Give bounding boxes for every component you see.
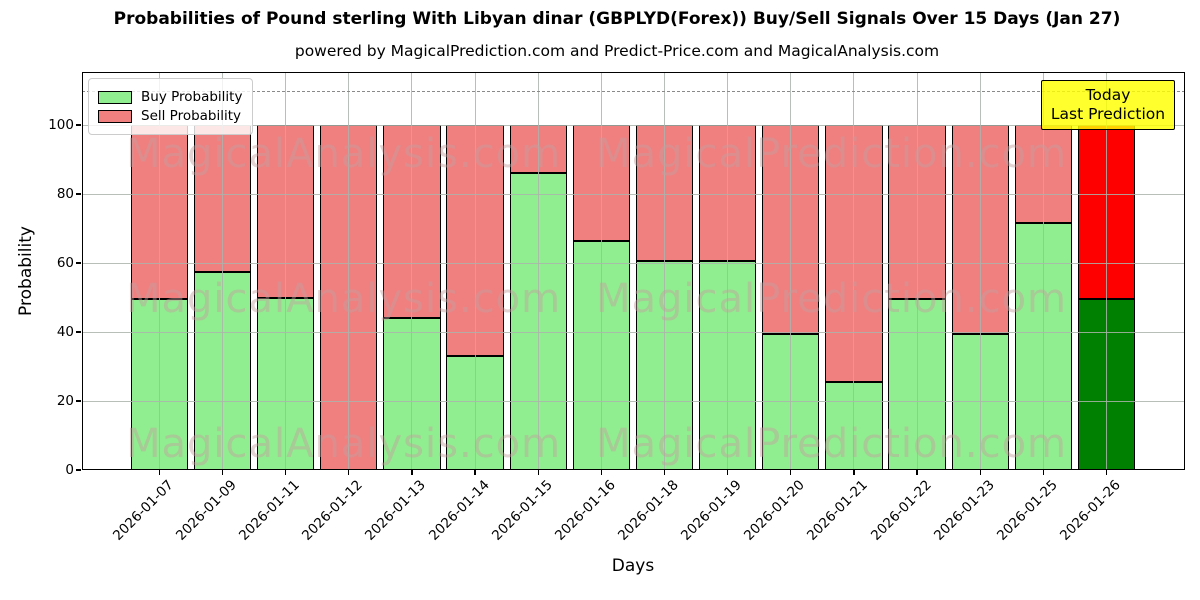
bar-segment-sell xyxy=(1014,125,1073,224)
bar-segment-buy xyxy=(256,297,315,470)
x-tick-mark xyxy=(158,470,160,475)
x-tick-label: 2026-01-23 xyxy=(930,477,998,544)
x-tick-label: 2026-01-21 xyxy=(804,477,872,544)
x-tick-mark xyxy=(284,470,287,475)
bar-segment-sell xyxy=(951,125,1009,334)
bar-segment-buy xyxy=(446,356,504,470)
bar-segment-sell xyxy=(509,125,567,174)
x-tick-label: 2026-01-19 xyxy=(678,477,745,544)
buy-swatch-icon xyxy=(98,90,132,104)
legend-item-sell: Sell Probability xyxy=(98,108,242,124)
y-tick-mark xyxy=(76,124,81,126)
x-tick-label: 2026-01-14 xyxy=(425,477,493,544)
bar-segment-sell xyxy=(320,125,378,470)
bar-segment-sell xyxy=(762,125,820,334)
y-tick-mark xyxy=(76,193,81,195)
y-tick-label: 60 xyxy=(56,255,74,272)
y-tick-label: 100 xyxy=(48,117,74,134)
bar-segment-buy xyxy=(762,333,820,470)
y-tick-label: 80 xyxy=(56,186,74,203)
x-tick-mark xyxy=(1042,470,1045,475)
x-tick-label: 2026-01-12 xyxy=(299,477,367,544)
legend-item-buy: Buy Probability xyxy=(98,89,242,105)
bar-segment-buy xyxy=(383,318,441,470)
y-tick-label: 0 xyxy=(65,462,74,478)
x-tick-mark xyxy=(537,470,539,475)
bar-segment-sell xyxy=(446,125,504,357)
bar-segment-buy xyxy=(888,299,946,470)
bar-segment-buy xyxy=(1077,299,1136,470)
bar-segment-buy xyxy=(1014,223,1073,470)
bar-segment-sell xyxy=(888,125,946,300)
bar-segment-buy xyxy=(825,382,883,470)
bar-segment-buy xyxy=(951,333,1009,470)
y-tick-mark xyxy=(76,331,81,333)
x-tick-label: 2026-01-25 xyxy=(993,477,1061,544)
x-tick-label: 2026-01-11 xyxy=(236,477,303,544)
y-tick-mark xyxy=(76,469,81,471)
x-tick-mark xyxy=(790,470,792,475)
bar-segment-buy xyxy=(572,240,630,470)
legend-label-sell: Sell Probability xyxy=(141,108,242,124)
chart-title: Probabilities of Pound sterling With Lib… xyxy=(113,9,1121,29)
x-tick-label: 2026-01-16 xyxy=(551,477,619,544)
y-axis-label: Probability xyxy=(16,226,36,316)
dashed-reference-line xyxy=(82,90,1185,92)
bar-segment-sell xyxy=(130,125,188,300)
x-tick-mark xyxy=(411,470,413,475)
sell-swatch-icon xyxy=(98,109,132,123)
bar-segment-sell xyxy=(635,125,694,262)
x-tick-label: 2026-01-09 xyxy=(172,477,240,544)
today-annotation-box: Today Last Prediction xyxy=(1041,80,1175,130)
x-tick-label: 2026-01-20 xyxy=(741,477,809,544)
y-tick-label: 40 xyxy=(56,324,74,341)
x-tick-mark xyxy=(348,470,350,475)
chart-subtitle: powered by MagicalPrediction.com and Pre… xyxy=(294,42,940,60)
x-tick-mark xyxy=(916,470,918,475)
x-tick-label: 2026-01-26 xyxy=(1057,477,1124,544)
legend-label-buy: Buy Probability xyxy=(141,89,243,105)
bar-segment-sell xyxy=(383,125,441,319)
x-tick-mark xyxy=(853,470,855,475)
y-tick-mark xyxy=(76,400,81,402)
x-tick-mark xyxy=(221,470,224,475)
x-tick-label: 2026-01-13 xyxy=(362,477,430,544)
x-tick-mark xyxy=(474,470,476,475)
x-tick-label: 2026-01-18 xyxy=(615,477,682,544)
bar-segment-sell xyxy=(1077,125,1136,300)
bar-segment-sell xyxy=(572,125,630,241)
bar-segment-buy xyxy=(193,271,252,470)
bar-segment-buy xyxy=(635,261,694,470)
bar-segment-sell xyxy=(699,125,757,262)
x-tick-label: 2026-01-22 xyxy=(867,477,935,544)
x-tick-mark xyxy=(979,470,981,475)
x-tick-label: 2026-01-15 xyxy=(488,477,556,544)
x-tick-mark xyxy=(600,470,603,475)
today-annotation-line1: Today xyxy=(1085,86,1131,104)
y-tick-label: 20 xyxy=(56,393,74,410)
x-tick-mark xyxy=(726,470,729,475)
bar-segment-sell xyxy=(193,125,252,272)
y-tick-mark xyxy=(76,262,81,264)
bar-segment-buy xyxy=(130,299,188,470)
bar-segment-sell xyxy=(256,125,315,298)
legend: Buy Probability Sell Probability xyxy=(88,78,254,135)
today-annotation-line2: Last Prediction xyxy=(1050,105,1166,123)
x-tick-mark xyxy=(663,470,666,475)
x-tick-label: 2026-01-07 xyxy=(109,477,177,544)
x-tick-mark xyxy=(1105,470,1108,475)
bar-segment-sell xyxy=(825,125,883,383)
bar-segment-buy xyxy=(509,173,567,470)
x-axis-label: Days xyxy=(611,556,655,576)
bar-segment-buy xyxy=(699,261,757,470)
